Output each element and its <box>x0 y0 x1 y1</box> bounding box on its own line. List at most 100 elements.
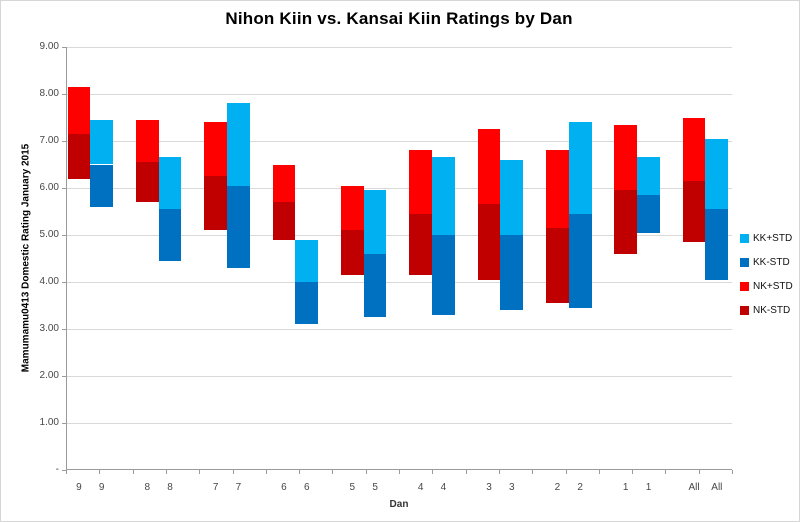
y-tick-label: 3.00 <box>39 323 59 334</box>
gridline <box>66 376 732 377</box>
bar-nk-plus-std <box>204 122 227 177</box>
x-axis-tick <box>732 470 733 474</box>
x-tick-label: 7 <box>212 482 219 493</box>
x-axis-line <box>66 469 732 470</box>
x-axis-tick <box>232 470 234 474</box>
bar-kk-plus-std <box>500 159 524 235</box>
x-tick-label: 1 <box>645 482 652 493</box>
x-tick-label: 6 <box>303 482 310 493</box>
bar-kk-minus-std <box>295 282 319 325</box>
bar-kk-minus-std <box>363 253 387 318</box>
y-axis-tick <box>62 47 66 48</box>
bar-nk-plus-std <box>409 150 433 214</box>
y-axis-tick <box>62 470 66 471</box>
bar-nk-plus-std <box>682 117 706 181</box>
bar-nk-minus-std <box>340 230 364 275</box>
x-tick-label: 2 <box>577 482 583 493</box>
x-tick-label: 2 <box>554 482 561 493</box>
bar-kk-minus-std <box>500 235 524 311</box>
y-axis-tick <box>62 94 66 95</box>
y-axis-line <box>66 47 67 470</box>
bar-kk-minus-std <box>568 213 592 308</box>
x-axis-tick <box>598 470 600 474</box>
y-tick-label: 2.00 <box>39 370 59 381</box>
bar-nk-minus-std <box>682 180 706 243</box>
bar-nk-minus-std <box>67 133 91 179</box>
legend-swatch-icon <box>740 282 749 291</box>
x-axis-tick <box>299 470 301 474</box>
y-tick-label: 9.00 <box>39 41 59 52</box>
legend-swatch-icon <box>740 258 749 267</box>
x-axis-tick <box>465 470 467 474</box>
y-tick-label: 8.00 <box>39 88 59 99</box>
bar-kk-plus-std <box>568 122 592 214</box>
x-tick-label: 4 <box>417 482 424 493</box>
x-tick-label: 3 <box>509 482 515 493</box>
bar-nk-plus-std <box>477 129 501 205</box>
x-axis-tick <box>332 470 334 474</box>
gridline <box>66 282 732 283</box>
x-axis-tick <box>665 470 667 474</box>
legend: KK+STD KK-STD NK+STD NK-STD <box>740 231 793 327</box>
x-axis-tick <box>532 470 534 474</box>
x-axis-tick <box>432 470 434 474</box>
bar-nk-minus-std <box>477 204 501 280</box>
x-tick-label: 9 <box>76 482 82 493</box>
legend-label: NK-STD <box>753 305 791 316</box>
x-tick-label: 5 <box>349 482 356 493</box>
x-axis-tick <box>199 470 201 474</box>
legend-label: NK+STD <box>753 281 793 292</box>
bar-kk-plus-std <box>363 190 387 254</box>
bar-nk-minus-std <box>135 162 159 203</box>
gridline <box>66 141 732 142</box>
bar-kk-plus-std <box>295 239 319 282</box>
x-tick-label: All <box>688 482 700 493</box>
chart-title: Nihon Kiin vs. Kansai Kiin Ratings by Da… <box>225 9 573 28</box>
y-axis-tick <box>62 329 66 330</box>
x-axis-tick <box>498 470 500 474</box>
gridline <box>66 235 732 236</box>
bar-kk-minus-std <box>432 235 455 315</box>
x-tick-label: 9 <box>98 482 105 493</box>
bar-kk-plus-std <box>90 119 114 165</box>
x-tick-label: 1 <box>622 482 629 493</box>
x-axis-tick <box>66 470 67 474</box>
bar-kk-minus-std <box>637 195 660 233</box>
legend-label: KK+STD <box>753 233 793 244</box>
x-axis-tick <box>265 470 267 474</box>
legend-item: KK-STD <box>740 255 793 270</box>
bar-nk-plus-std <box>614 124 638 191</box>
y-tick-label: 5.00 <box>39 229 59 240</box>
x-axis-tick <box>99 470 101 474</box>
x-tick-label: All <box>711 482 723 493</box>
gridline <box>66 423 732 424</box>
bar-kk-plus-std <box>637 157 660 196</box>
x-axis-tick <box>132 470 134 474</box>
gridline <box>66 94 732 95</box>
gridline <box>66 188 732 189</box>
bar-kk-plus-std <box>705 138 729 210</box>
y-axis-tick <box>62 141 66 142</box>
legend-item: NK+STD <box>740 279 793 294</box>
bar-nk-plus-std <box>545 150 569 228</box>
legend-swatch-icon <box>740 234 749 243</box>
y-axis-tick <box>62 376 66 377</box>
bar-nk-minus-std <box>272 202 296 240</box>
y-tick-label: 7.00 <box>39 135 59 146</box>
y-tick-label: 6.00 <box>39 182 59 193</box>
plot-area <box>66 47 732 470</box>
x-axis-tick <box>632 470 634 474</box>
bar-nk-minus-std <box>614 190 638 254</box>
x-axis-label: Dan <box>389 499 409 510</box>
x-axis-tick <box>565 470 567 474</box>
bar-nk-plus-std <box>67 86 91 134</box>
y-tick-label: 1.00 <box>39 417 59 428</box>
y-axis-tick <box>62 188 66 189</box>
bar-nk-minus-std <box>204 176 227 231</box>
bar-nk-plus-std <box>340 185 364 231</box>
y-axis-title-text: Mamumamu0413 Domestic Rating January 201… <box>20 143 32 373</box>
y-axis-tick <box>62 423 66 424</box>
gridline <box>66 329 732 330</box>
y-tick-label: - <box>55 464 59 475</box>
